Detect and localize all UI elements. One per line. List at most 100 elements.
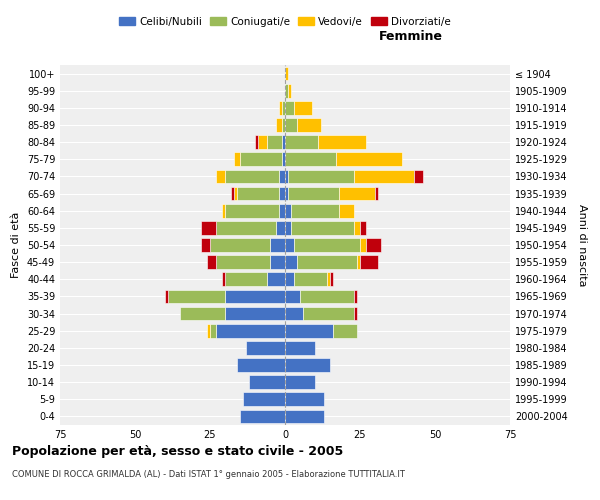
Bar <box>339 186 375 200</box>
Bar <box>210 324 216 338</box>
Bar <box>285 136 318 149</box>
Bar <box>357 256 360 269</box>
Y-axis label: Fasce di età: Fasce di età <box>11 212 21 278</box>
Y-axis label: Anni di nascita: Anni di nascita <box>577 204 587 286</box>
Bar <box>285 290 300 304</box>
Bar <box>201 238 210 252</box>
Bar <box>330 272 333 286</box>
Bar <box>165 290 168 304</box>
Bar <box>294 272 327 286</box>
Bar <box>282 152 285 166</box>
Bar <box>234 186 237 200</box>
Bar <box>354 306 357 320</box>
Bar <box>216 221 276 234</box>
Bar <box>237 358 285 372</box>
Bar <box>285 358 330 372</box>
Bar <box>285 324 333 338</box>
Bar <box>240 152 282 166</box>
Bar <box>354 290 357 304</box>
Bar <box>285 204 291 218</box>
Bar <box>225 272 267 286</box>
Bar <box>303 306 354 320</box>
Bar <box>285 152 336 166</box>
Bar <box>258 136 267 149</box>
Bar <box>285 118 297 132</box>
Bar <box>279 101 282 114</box>
Bar <box>288 170 354 183</box>
Bar <box>279 170 285 183</box>
Bar <box>270 256 285 269</box>
Bar <box>318 136 366 149</box>
Bar <box>297 118 321 132</box>
Bar <box>285 221 291 234</box>
Bar <box>267 272 285 286</box>
Bar <box>285 170 288 183</box>
Bar <box>360 238 366 252</box>
Bar <box>294 238 360 252</box>
Bar <box>354 221 360 234</box>
Bar <box>285 392 324 406</box>
Bar <box>282 136 285 149</box>
Bar <box>270 238 285 252</box>
Bar <box>288 186 339 200</box>
Bar <box>276 221 285 234</box>
Bar <box>285 341 315 354</box>
Bar <box>360 256 378 269</box>
Bar <box>414 170 423 183</box>
Bar <box>240 410 285 424</box>
Bar <box>333 324 357 338</box>
Bar <box>354 170 414 183</box>
Bar <box>216 256 270 269</box>
Bar <box>267 136 282 149</box>
Bar <box>285 376 315 389</box>
Text: Popolazione per età, sesso e stato civile - 2005: Popolazione per età, sesso e stato civil… <box>12 445 343 458</box>
Bar <box>291 204 339 218</box>
Bar <box>282 101 285 114</box>
Bar <box>285 306 303 320</box>
Legend: Celibi/Nubili, Coniugati/e, Vedovi/e, Divorziati/e: Celibi/Nubili, Coniugati/e, Vedovi/e, Di… <box>115 12 455 31</box>
Bar <box>222 204 225 218</box>
Bar <box>279 186 285 200</box>
Bar <box>366 238 381 252</box>
Bar <box>225 170 279 183</box>
Bar <box>207 324 210 338</box>
Bar <box>237 186 279 200</box>
Bar <box>207 256 216 269</box>
Bar <box>222 272 225 286</box>
Bar <box>255 136 258 149</box>
Bar <box>168 290 225 304</box>
Bar <box>246 341 285 354</box>
Bar <box>180 306 225 320</box>
Bar <box>285 272 294 286</box>
Bar <box>291 221 354 234</box>
Bar <box>285 410 324 424</box>
Bar <box>234 152 240 166</box>
Text: Femmine: Femmine <box>379 30 443 44</box>
Bar <box>288 84 291 98</box>
Bar <box>285 256 297 269</box>
Bar <box>360 221 366 234</box>
Bar <box>285 84 288 98</box>
Bar <box>285 66 288 80</box>
Bar <box>225 290 285 304</box>
Bar <box>201 221 216 234</box>
Bar <box>225 306 285 320</box>
Bar <box>336 152 402 166</box>
Bar <box>339 204 354 218</box>
Bar <box>231 186 234 200</box>
Bar <box>210 238 270 252</box>
Bar <box>375 186 378 200</box>
Bar <box>300 290 354 304</box>
Bar <box>285 186 288 200</box>
Bar <box>282 118 285 132</box>
Bar <box>225 204 279 218</box>
Bar <box>297 256 357 269</box>
Bar <box>249 376 285 389</box>
Bar <box>285 238 294 252</box>
Bar <box>294 101 312 114</box>
Text: COMUNE DI ROCCA GRIMALDA (AL) - Dati ISTAT 1° gennaio 2005 - Elaborazione TUTTIT: COMUNE DI ROCCA GRIMALDA (AL) - Dati IST… <box>12 470 405 479</box>
Bar <box>327 272 330 286</box>
Bar <box>216 170 225 183</box>
Bar <box>285 101 294 114</box>
Bar <box>279 204 285 218</box>
